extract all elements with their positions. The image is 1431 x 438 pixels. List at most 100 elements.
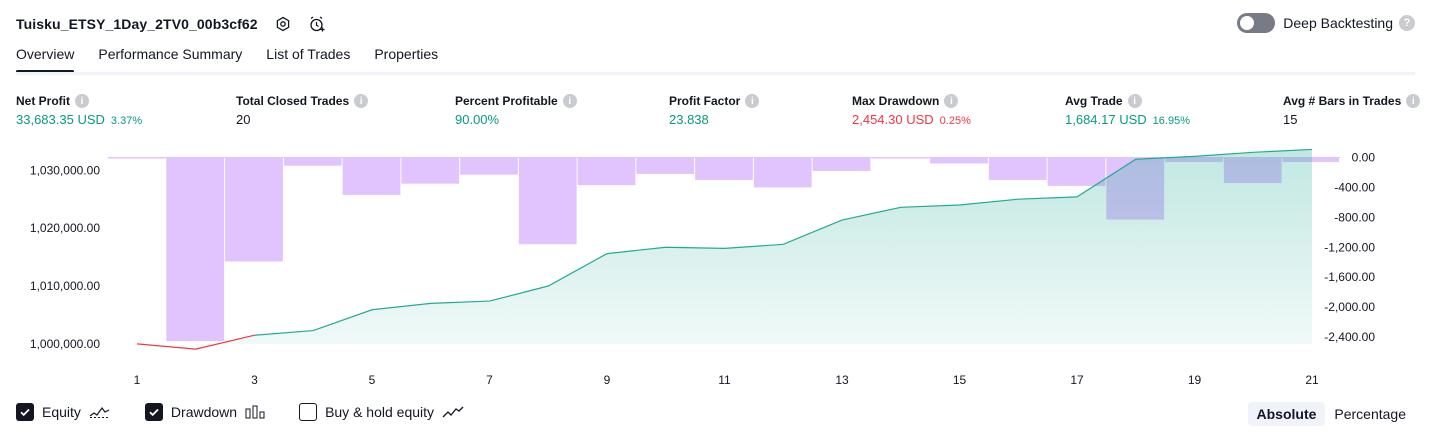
scale-mode-switch: Absolute Percentage (1248, 402, 1416, 426)
buy-hold-line-icon (442, 405, 464, 419)
y-right-tick-label: -1,600.00 (1324, 270, 1375, 284)
drawdown-checkbox[interactable] (145, 403, 163, 421)
metric-percent-profitable: Percent Profitable i 90.00% (455, 94, 577, 127)
metric-total-closed-trades: Total Closed Trades i 20 (236, 94, 368, 127)
x-tick-label: 13 (835, 373, 849, 387)
drawdown-bar (871, 157, 929, 158)
y-right-tick-label: -400.00 (1334, 180, 1375, 194)
settings-icon[interactable] (274, 15, 292, 33)
deep-backtesting: Deep Backtesting ? (1237, 13, 1415, 33)
equity-drawdown-chart: 1,030,000.00 1,020,000.00 1,010,000.00 1,00… (0, 140, 1431, 392)
equity-checkbox[interactable] (16, 403, 34, 421)
info-icon[interactable]: i (563, 94, 577, 108)
x-tick-label: 7 (486, 373, 493, 387)
metric-label: Max Drawdown (852, 94, 939, 108)
metric-avg-trade: Avg Trade i 1,684.17 USD 16.95% (1065, 94, 1190, 127)
drawdown-bar (813, 157, 871, 170)
info-icon[interactable]: i (1128, 94, 1142, 108)
metric-value: 23.838 (669, 112, 709, 127)
tab-bar: Overview Performance Summary List of Tra… (16, 46, 462, 70)
legend-label: Drawdown (171, 404, 237, 420)
metric-percent: 3.37% (111, 115, 142, 127)
metric-value: 1,684.17 USD (1065, 112, 1147, 127)
metric-label: Profit Factor (669, 94, 740, 108)
info-icon[interactable]: i (1406, 94, 1420, 108)
metric-label: Percent Profitable (455, 94, 558, 108)
drawdown-bar (754, 157, 812, 187)
y-left-tick-label: 1,000,000.00 (30, 337, 100, 351)
drawdown-bar (1048, 157, 1106, 185)
drawdown-bar (343, 157, 401, 194)
metric-percent: 16.95% (1153, 115, 1190, 127)
drawdown-bar (460, 157, 518, 174)
drawdown-bar (225, 157, 283, 261)
x-tick-label: 9 (604, 373, 611, 387)
drawdown-bar (284, 157, 342, 165)
metric-max-drawdown: Max Drawdown i 2,454.30 USD 0.25% (852, 94, 971, 127)
y-left-tick-label: 1,010,000.00 (30, 279, 100, 293)
legend-buy-hold-equity[interactable]: Buy & hold equity (299, 403, 464, 421)
info-icon[interactable]: i (354, 94, 368, 108)
alarm-add-icon[interactable] (308, 15, 326, 33)
tab-divider (16, 72, 1415, 75)
drawdown-bar (578, 157, 636, 185)
y-right-tick-label: -1,200.00 (1324, 240, 1375, 254)
drawdown-bar (108, 157, 165, 158)
y-left-tick-label: 1,030,000.00 (30, 163, 100, 177)
drawdown-bar (166, 157, 224, 341)
x-tick-label: 15 (953, 373, 967, 387)
metric-value: 33,683.35 USD (16, 112, 105, 127)
y-right-tick-label: -2,400.00 (1324, 330, 1375, 344)
info-icon[interactable]: i (75, 94, 89, 108)
metric-percent: 0.25% (940, 115, 971, 127)
drawdown-bar (519, 157, 577, 244)
y-left-tick-label: 1,020,000.00 (30, 221, 100, 235)
help-icon[interactable]: ? (1399, 15, 1415, 31)
deep-backtesting-toggle[interactable] (1237, 13, 1275, 33)
equity-line-icon (89, 405, 111, 419)
tab-performance-summary[interactable]: Performance Summary (98, 46, 242, 70)
drawdown-bar (695, 157, 753, 179)
metric-label: Avg Trade (1065, 94, 1123, 108)
x-tick-label: 5 (369, 373, 376, 387)
x-tick-label: 17 (1070, 373, 1084, 387)
y-right-tick-label: -800.00 (1334, 210, 1375, 224)
legend-equity[interactable]: Equity (16, 403, 111, 421)
drawdown-bar (636, 157, 694, 173)
tab-list-of-trades[interactable]: List of Trades (266, 46, 350, 70)
tab-properties[interactable]: Properties (374, 46, 438, 70)
info-icon[interactable]: i (944, 94, 958, 108)
info-icon[interactable]: i (745, 94, 759, 108)
legend-drawdown[interactable]: Drawdown (145, 403, 265, 421)
metric-label: Total Closed Trades (236, 94, 349, 108)
y-right-tick-label: 0.00 (1352, 150, 1376, 164)
drawdown-bar (401, 157, 459, 183)
metric-value: 20 (236, 112, 250, 127)
strategy-header: Tuisku_ETSY_1Day_2TV0_00b3cf62 (16, 13, 326, 35)
metric-net-profit: Net Profit i 33,683.35 USD 3.37% (16, 94, 142, 127)
legend-label: Buy & hold equity (325, 404, 434, 420)
x-tick-label: 11 (718, 373, 731, 387)
drawdown-bar (989, 157, 1047, 179)
metric-value: 90.00% (455, 112, 499, 127)
drawdown-bars-icon (245, 405, 265, 419)
metric-avg-bars-in-trades: Avg # Bars in Trades i 15 (1283, 94, 1420, 127)
metric-label: Avg # Bars in Trades (1283, 94, 1401, 108)
buy-hold-checkbox[interactable] (299, 403, 317, 421)
percentage-button[interactable]: Percentage (1325, 402, 1415, 426)
x-tick-label: 1 (134, 373, 141, 387)
y-right-tick-label: -2,000.00 (1324, 300, 1375, 314)
drawdown-bar (930, 157, 988, 163)
metric-value: 15 (1283, 112, 1297, 127)
chart-legend: Equity Drawdown Buy & hold equity (16, 403, 498, 421)
deep-backtesting-label: Deep Backtesting (1283, 15, 1393, 31)
tab-overview[interactable]: Overview (16, 46, 74, 70)
legend-label: Equity (42, 404, 81, 420)
metric-value: 2,454.30 USD (852, 112, 934, 127)
x-tick-label: 21 (1305, 373, 1319, 387)
x-tick-label: 3 (251, 373, 258, 387)
metric-label: Net Profit (16, 94, 70, 108)
strategy-title: Tuisku_ETSY_1Day_2TV0_00b3cf62 (16, 16, 258, 32)
metric-profit-factor: Profit Factor i 23.838 (669, 94, 759, 127)
absolute-button[interactable]: Absolute (1248, 402, 1326, 426)
